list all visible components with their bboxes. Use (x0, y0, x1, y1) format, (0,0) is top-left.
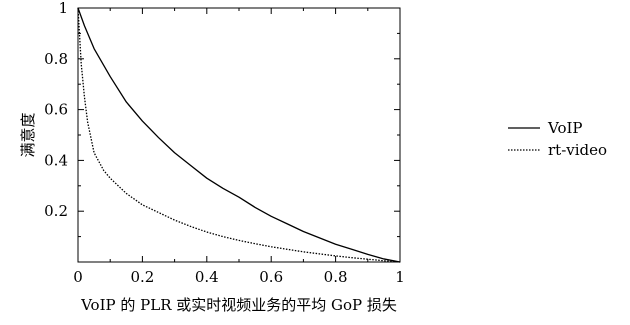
y-tick-label: 0.4 (44, 151, 68, 169)
series-line-rt-video (77, 7, 401, 263)
legend-label-voip: VoIP (547, 119, 583, 137)
x-tick-label: 0.2 (130, 268, 154, 286)
axis-ticks (77, 7, 401, 262)
legend-label-rt-video: rt-video (548, 141, 607, 159)
x-tick-label: 0.8 (324, 268, 348, 286)
series-layer (77, 7, 401, 263)
y-tick-label: 0.8 (44, 50, 68, 68)
x-tick-label: 0.6 (259, 268, 283, 286)
x-tick-label: 1 (395, 268, 405, 286)
legend: VoIP rt-video (508, 119, 607, 159)
x-axis-title: VoIP 的 PLR 或实时视频业务的平均 GoP 损失 (80, 296, 397, 314)
y-tick-label: 0.6 (44, 101, 68, 119)
y-tick-label: 0.2 (44, 202, 68, 220)
x-tick-label: 0.4 (195, 268, 219, 286)
y-tick-label: 1 (58, 0, 68, 17)
x-tick-label: 0 (73, 268, 83, 286)
y-axis-title: 满意度 (19, 112, 37, 157)
plot-frame (77, 7, 401, 263)
series-line-voip (77, 7, 401, 263)
axis-tick-labels: 0 0.2 0.4 0.6 0.8 1 0.2 0.4 0.6 0.8 1 (44, 0, 405, 286)
